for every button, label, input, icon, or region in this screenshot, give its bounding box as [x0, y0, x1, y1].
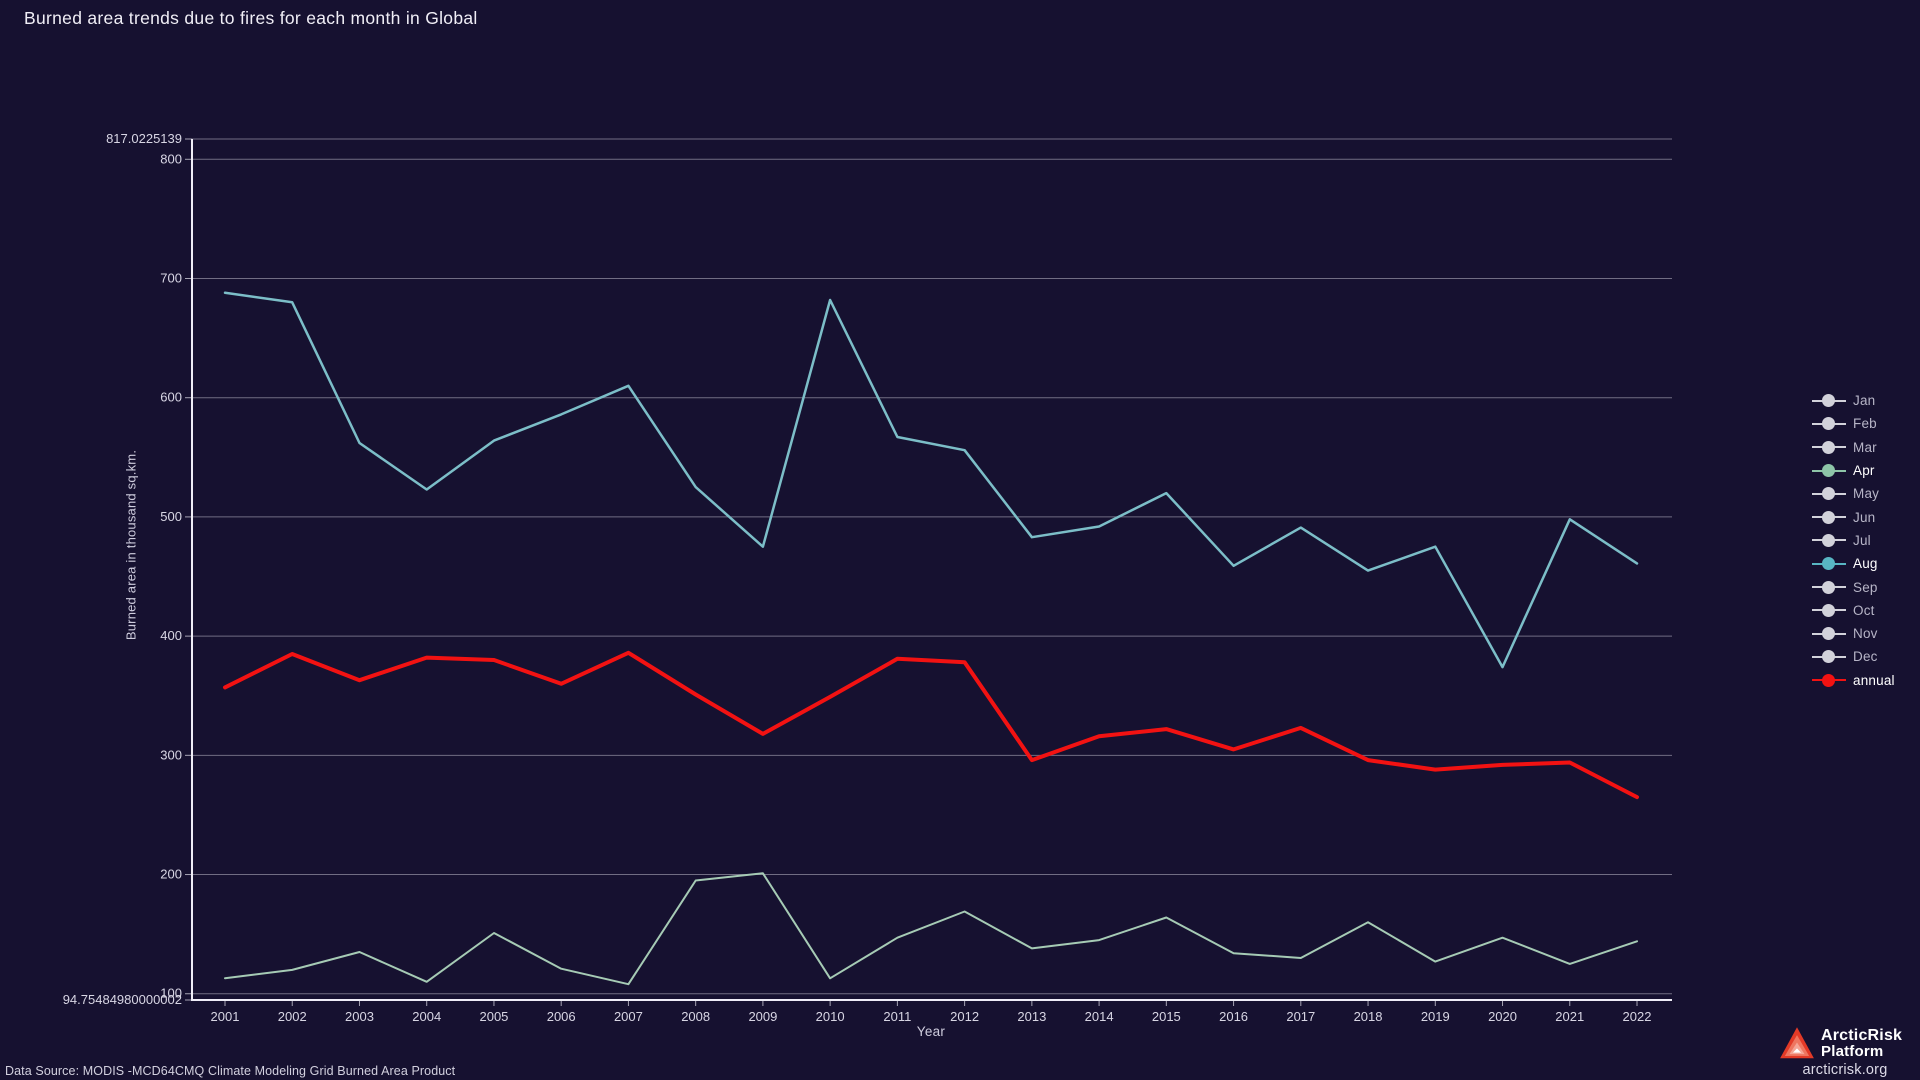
legend-marker-icon [1812, 464, 1846, 478]
y-tick-label: 94.75484980000002 [63, 992, 182, 1007]
legend-marker-icon [1812, 673, 1846, 687]
legend-label: Sep [1853, 579, 1878, 595]
legend-label: Aug [1853, 556, 1878, 572]
x-tick-label: 2002 [278, 1009, 307, 1024]
x-tick-label: 2004 [412, 1009, 441, 1024]
legend-item-sep[interactable]: Sep [1812, 575, 1895, 598]
x-tick-label: 2014 [1085, 1009, 1114, 1024]
y-tick-label: 817.0225139 [106, 131, 182, 146]
legend-label: Jan [1853, 393, 1876, 409]
x-tick-label: 2010 [816, 1009, 845, 1024]
y-tick-label: 800 [160, 151, 182, 166]
legend-item-jun[interactable]: Jun [1812, 505, 1895, 528]
legend-marker-icon [1812, 650, 1846, 664]
legend-label: Jun [1853, 509, 1876, 525]
legend-marker-icon [1812, 487, 1846, 501]
x-tick-label: 2007 [614, 1009, 643, 1024]
x-tick-label: 2020 [1488, 1009, 1517, 1024]
x-tick-label: 2019 [1421, 1009, 1450, 1024]
series-line-apr [224, 872, 1638, 986]
x-tick-label: 2013 [1017, 1009, 1046, 1024]
y-tick-label: 200 [160, 867, 182, 882]
legend-marker-icon [1812, 440, 1846, 454]
legend-item-feb[interactable]: Feb [1812, 412, 1895, 435]
legend-item-aug[interactable]: Aug [1812, 552, 1895, 575]
legend-item-mar[interactable]: Mar [1812, 436, 1895, 459]
x-tick-label: 2017 [1286, 1009, 1315, 1024]
legend-marker-icon [1812, 580, 1846, 594]
x-axis-title: Year [916, 1024, 946, 1039]
legend-item-nov[interactable]: Nov [1812, 622, 1895, 645]
legend-marker-icon [1812, 533, 1846, 547]
y-tick-label: 500 [160, 509, 182, 524]
y-tick-label: 700 [160, 271, 182, 286]
x-tick-label: 2012 [950, 1009, 979, 1024]
y-tick-label: 600 [160, 390, 182, 405]
legend-label: Oct [1853, 602, 1875, 618]
y-axis-title: Burned area in thousand sq.km. [123, 449, 139, 641]
series-line-aug [223, 291, 1639, 669]
legend-label: May [1853, 486, 1880, 502]
legend-marker-icon [1812, 557, 1846, 571]
brand-url[interactable]: arcticrisk.org [1802, 1062, 1888, 1078]
x-tick-label: 2021 [1555, 1009, 1584, 1024]
legend-label: Mar [1853, 439, 1877, 455]
series-line-annual [223, 650, 1639, 800]
legend-label: annual [1853, 672, 1895, 688]
legend-marker-icon [1812, 603, 1846, 617]
legend-item-apr[interactable]: Apr [1812, 459, 1895, 482]
x-tick-label: 2022 [1623, 1009, 1652, 1024]
y-tick-label: 300 [160, 747, 182, 762]
legend-item-oct[interactable]: Oct [1812, 599, 1895, 622]
legend-label: Feb [1853, 416, 1877, 432]
x-tick-label: 2006 [547, 1009, 576, 1024]
legend-marker-icon [1812, 417, 1846, 431]
x-tick-label: 2018 [1354, 1009, 1383, 1024]
x-tick-label: 2016 [1219, 1009, 1248, 1024]
legend-label: Nov [1853, 626, 1878, 642]
legend-item-jan[interactable]: Jan [1812, 389, 1895, 412]
legend: Jan Feb Mar Apr May Jun Jul Aug Sep Oct Nov Dec annu… [1812, 389, 1895, 692]
x-tick-label: 2005 [479, 1009, 508, 1024]
x-tick-label: 2009 [748, 1009, 777, 1024]
legend-item-dec[interactable]: Dec [1812, 645, 1895, 668]
x-tick-label: 2001 [211, 1009, 240, 1024]
y-tick-label: 100 [160, 986, 182, 1001]
arcticrisk-logo: ArcticRisk Platform arcticrisk.org [1779, 1026, 1911, 1078]
legend-marker-icon [1812, 394, 1846, 408]
x-tick-label: 2008 [681, 1009, 710, 1024]
legend-marker-icon [1812, 627, 1846, 641]
legend-marker-icon [1812, 510, 1846, 524]
x-tick-label: 2015 [1152, 1009, 1181, 1024]
data-source-text: Data Source: MODIS -MCD64CMQ Climate Mod… [5, 1064, 456, 1078]
legend-label: Jul [1853, 532, 1871, 548]
y-tick-label: 400 [160, 628, 182, 643]
legend-label: Dec [1853, 649, 1878, 665]
x-tick-label: 2011 [883, 1009, 911, 1024]
legend-label: Apr [1853, 463, 1875, 479]
brand-name: ArcticRisk [1821, 1026, 1903, 1044]
legend-item-jul[interactable]: Jul [1812, 529, 1895, 552]
legend-item-may[interactable]: May [1812, 482, 1895, 505]
triangle-logo-icon [1780, 1027, 1814, 1059]
page-title: Burned area trends due to fires for each… [24, 8, 478, 28]
brand-platform: Platform [1821, 1042, 1884, 1060]
x-tick-label: 2003 [345, 1009, 374, 1024]
legend-item-annual[interactable]: annual [1812, 669, 1895, 692]
